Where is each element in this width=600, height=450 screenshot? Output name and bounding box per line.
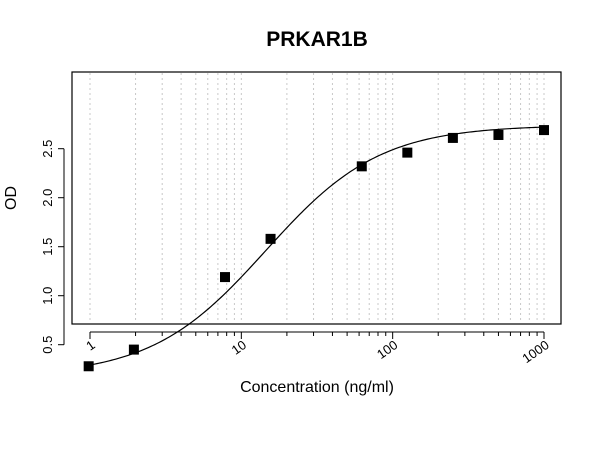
plot-frame (71, 71, 562, 325)
y-tick-label: 1.5 (40, 238, 55, 256)
data-point (493, 129, 504, 140)
data-point (356, 161, 367, 172)
data-point (265, 233, 276, 244)
data-point (447, 132, 458, 143)
data-point (220, 272, 231, 283)
x-tick-label: 10 (229, 337, 249, 358)
x-tick-label: 1 (83, 337, 98, 353)
data-point (539, 125, 549, 136)
y-tick-label: 0.5 (40, 336, 55, 354)
points-layer (83, 125, 549, 372)
y-axis: 0.5 1.0 1.5 2.0 2.5 (40, 140, 65, 354)
fit-curve (88, 126, 545, 366)
y-tick-label: 2.5 (40, 140, 55, 158)
y-tick-label: 2.0 (40, 189, 55, 207)
data-point (402, 147, 413, 158)
y-tick-label: 1.0 (40, 287, 55, 305)
data-point (83, 361, 94, 372)
x-axis: 1 10 100 1000 (83, 331, 552, 366)
y-axis-label: OD (3, 186, 20, 210)
chart-title: PRKAR1B (266, 28, 368, 51)
grid-layer (89, 73, 545, 323)
data-point (128, 344, 139, 355)
x-tick-label: 100 (374, 337, 400, 362)
x-tick-label: 1000 (519, 337, 551, 366)
x-axis-label: Concentration (ng/ml) (240, 379, 394, 396)
